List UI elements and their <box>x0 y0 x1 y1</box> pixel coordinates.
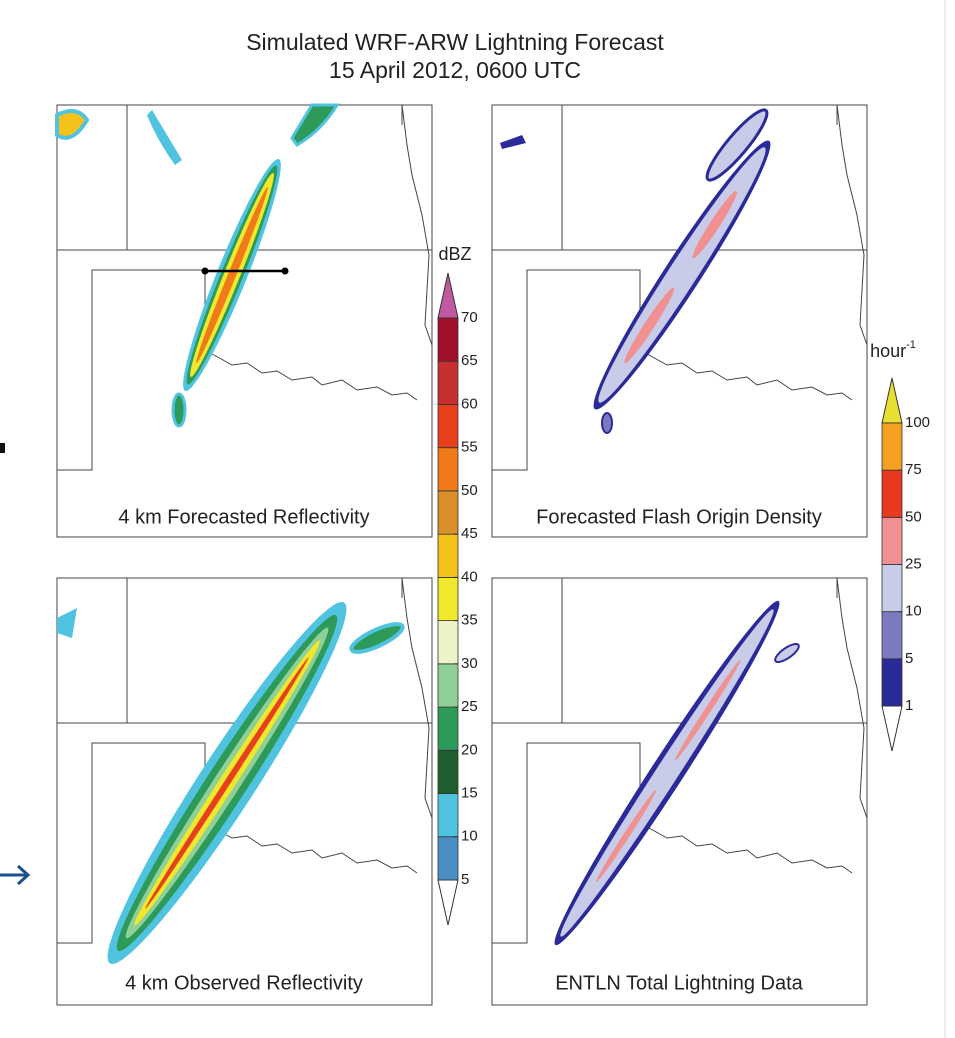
colorbar-tick-label: 10 <box>461 828 478 845</box>
colorbar-tick-label: 45 <box>461 525 478 542</box>
colorbar-tick-label: 60 <box>461 395 478 412</box>
unit-text: hour <box>870 341 906 361</box>
colorbar-bin <box>437 663 459 708</box>
storm <box>183 158 281 392</box>
storm-cell <box>500 135 526 149</box>
colorbar-bin <box>437 620 459 665</box>
colorbar-extend-high <box>881 377 903 424</box>
storm-cell <box>171 392 187 428</box>
panel-frame <box>491 577 868 1006</box>
storm-cell <box>57 608 77 638</box>
colorbar-tick-label: 55 <box>461 439 478 456</box>
panel: 4 km Forecasted Reflectivity <box>55 103 433 538</box>
colorbar-tick-label: 25 <box>905 555 922 572</box>
colorbar-bin <box>437 360 459 405</box>
title-line: 15 April 2012, 0600 UTC <box>329 57 581 83</box>
label-box <box>512 966 842 1000</box>
unit-text: dBZ <box>438 244 471 264</box>
colorbar-bin <box>437 706 459 751</box>
panel-frame <box>491 104 868 538</box>
panel: 4 km Observed Reflectivity <box>56 577 433 1006</box>
colorbar-unit: hour-1 <box>870 339 916 361</box>
panel: ENTLN Total Lightning Data <box>491 577 868 1006</box>
colorbar-bin <box>437 576 459 622</box>
colorbar-bin <box>437 447 459 492</box>
cross-section-end <box>201 267 209 275</box>
storm-cell <box>705 108 769 182</box>
colorbar-tick-label: 75 <box>905 461 922 478</box>
colorbar-tick-label: 50 <box>905 508 922 525</box>
panel: Forecasted Flash Origin Density <box>491 104 868 538</box>
panel-label: Forecasted Flash Origin Density <box>536 506 822 528</box>
colorbar-tick-label: 5 <box>461 871 469 888</box>
margin-marker <box>0 443 5 453</box>
colorbar-tick-label: 15 <box>461 785 478 802</box>
colorbar-unit: dBZ <box>438 244 471 264</box>
panel-label: 4 km Observed Reflectivity <box>125 972 363 994</box>
label-box <box>77 966 407 1000</box>
colorbar-bin <box>437 836 459 881</box>
label-box <box>77 500 407 534</box>
colorbar-bin <box>881 658 903 707</box>
colorbar-bin <box>437 404 459 449</box>
colorbar-tick-label: 100 <box>905 414 930 431</box>
colorbar-tick-label: 70 <box>461 309 478 326</box>
storm-cell <box>601 412 613 434</box>
colorbar-bin <box>881 564 903 613</box>
storm-cell <box>290 103 340 147</box>
colorbar-bin <box>437 533 459 578</box>
colorbar-tick-label: 40 <box>461 568 478 585</box>
colorbar-extend-low <box>437 879 459 926</box>
colorbar-tick-label: 5 <box>905 650 913 667</box>
colorbar-bin <box>437 793 459 838</box>
colorbar-bin <box>881 422 903 471</box>
storm <box>554 600 780 946</box>
colorbar-bin <box>881 611 903 660</box>
colorbar-tick-label: 30 <box>461 655 478 672</box>
cross-section-end <box>281 267 289 275</box>
storm <box>107 602 347 964</box>
panel-label: 4 km Forecasted Reflectivity <box>118 506 369 528</box>
colorbar-bin <box>881 516 903 565</box>
colorbar-tick-label: 10 <box>905 603 922 620</box>
colorbar-bin <box>437 749 459 794</box>
colorbar-tick-label: 35 <box>461 612 478 629</box>
colorbar-bin <box>437 317 459 362</box>
colorbar-bin <box>881 469 903 518</box>
unit-exponent: -1 <box>906 339 916 351</box>
storm <box>593 140 771 410</box>
colorbar-extend-low <box>881 705 903 752</box>
colorbar-tick-label: 65 <box>461 352 478 369</box>
colorbar-tick-label: 20 <box>461 741 478 758</box>
margin-arrow <box>0 864 31 886</box>
colorbar-tick-label: 50 <box>461 482 478 499</box>
colorbar-tick-label: 25 <box>461 698 478 715</box>
colorbars: dBZ510152025303540455055606570hour-11510… <box>437 244 930 926</box>
panel-frame <box>56 104 433 538</box>
storm-cell <box>147 110 182 165</box>
colorbar-extend-high <box>437 272 459 319</box>
panel-label: ENTLN Total Lightning Data <box>555 972 803 994</box>
label-box <box>497 500 862 534</box>
title-line: Simulated WRF-ARW Lightning Forecast <box>246 29 664 55</box>
colorbar-bin <box>437 490 459 535</box>
storm-cell <box>349 622 405 654</box>
colorbar-tick-label: 1 <box>905 697 913 714</box>
storm-cell <box>774 642 800 664</box>
storm-cell <box>55 109 90 140</box>
